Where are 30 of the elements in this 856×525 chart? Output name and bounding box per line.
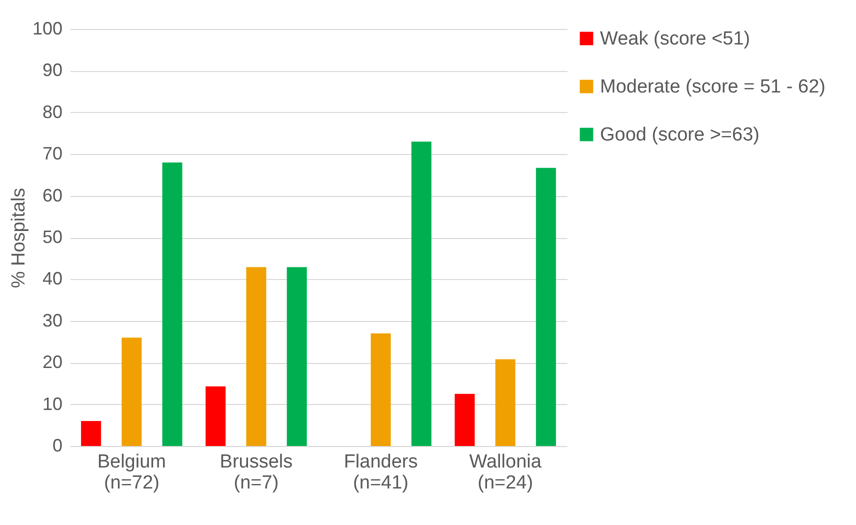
y-tick-label: 20	[42, 352, 62, 372]
bar	[81, 420, 102, 446]
y-tick-label: 100	[32, 18, 62, 38]
y-axis-title: % Hospitals	[8, 188, 30, 288]
x-tick-label: Belgium (n=72)	[97, 452, 166, 494]
x-tick-label: Wallonia (n=24)	[469, 452, 542, 494]
bar	[286, 267, 307, 446]
x-tick-label: Flanders (n=41)	[344, 452, 418, 494]
y-tick-label: 90	[42, 60, 62, 80]
bar	[495, 359, 516, 446]
bar	[370, 333, 391, 446]
y-tick-label: 70	[42, 144, 62, 164]
bar	[122, 338, 142, 446]
y-tick-label: 60	[42, 185, 62, 206]
y-tick-label: 80	[42, 102, 62, 122]
y-tick-label: 50	[42, 227, 62, 247]
bar	[246, 267, 266, 446]
y-tick-label: 10	[42, 394, 62, 414]
bar	[206, 386, 226, 446]
x-tick-label: Brussels (n=7)	[220, 452, 293, 494]
bar	[162, 162, 182, 446]
bar	[536, 168, 556, 446]
legend-label: Weak (score <51)	[600, 28, 750, 50]
legend-label: Moderate (score = 51 - 62)	[600, 76, 826, 98]
legend-label: Good (score >=63)	[600, 124, 760, 146]
y-tick-label: 0	[52, 436, 62, 456]
y-tick-label: 30	[42, 310, 62, 330]
bar	[411, 142, 432, 446]
bar	[454, 394, 475, 446]
y-tick-label: 40	[42, 268, 62, 289]
